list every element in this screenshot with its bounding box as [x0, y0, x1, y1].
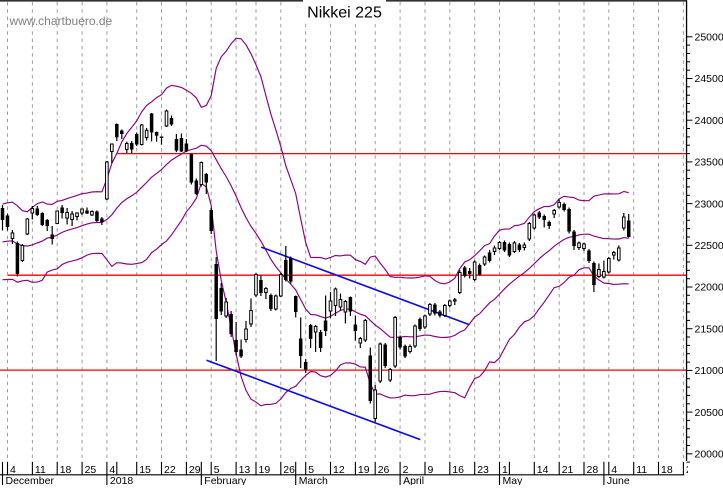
svg-text:18: 18: [60, 464, 72, 476]
svg-text:December: December: [6, 475, 55, 485]
svg-text:25000: 25000: [695, 32, 723, 44]
svg-text:25: 25: [85, 464, 97, 476]
svg-text:21: 21: [562, 464, 574, 476]
svg-text:23: 23: [477, 464, 489, 476]
svg-text:23500: 23500: [695, 157, 723, 169]
svg-text:9: 9: [428, 464, 434, 476]
svg-text:21500: 21500: [695, 323, 723, 335]
svg-text:13: 13: [239, 464, 251, 476]
svg-text:14: 14: [537, 464, 549, 476]
svg-text:22: 22: [164, 464, 176, 476]
svg-text:22000: 22000: [695, 282, 723, 294]
svg-text:www.chartbuero.de: www.chartbuero.de: [9, 14, 113, 28]
svg-text:26: 26: [283, 464, 295, 476]
svg-text:11: 11: [35, 464, 46, 476]
svg-text:29: 29: [189, 464, 201, 476]
svg-text:19: 19: [259, 464, 271, 476]
svg-text:5: 5: [214, 464, 220, 476]
svg-text:February: February: [204, 475, 247, 485]
svg-text:24500: 24500: [695, 73, 723, 85]
svg-text:2018: 2018: [110, 475, 134, 485]
svg-text:16: 16: [452, 464, 464, 476]
svg-text:22500: 22500: [695, 240, 723, 252]
svg-text:May: May: [503, 475, 524, 485]
svg-text:20500: 20500: [695, 407, 723, 419]
svg-text:2: 2: [403, 464, 409, 476]
svg-text:March: March: [299, 475, 328, 485]
svg-text:24000: 24000: [695, 115, 723, 127]
svg-text:28: 28: [587, 464, 599, 476]
svg-text:21000: 21000: [695, 365, 723, 377]
svg-text:4: 4: [611, 464, 617, 476]
svg-text:18: 18: [661, 464, 673, 476]
svg-text:4: 4: [109, 464, 115, 476]
svg-text:20000: 20000: [695, 449, 723, 461]
svg-text:11: 11: [636, 464, 647, 476]
svg-text:June: June: [607, 475, 630, 485]
svg-text:19: 19: [358, 464, 370, 476]
svg-text:1: 1: [502, 464, 508, 476]
svg-text:4: 4: [10, 464, 16, 476]
svg-text:23000: 23000: [695, 198, 723, 210]
svg-text:5: 5: [308, 464, 314, 476]
svg-text:26: 26: [378, 464, 390, 476]
svg-text:15: 15: [139, 464, 151, 476]
svg-text:12: 12: [333, 464, 345, 476]
svg-text:April: April: [403, 475, 424, 485]
svg-text:Nikkei 225: Nikkei 225: [307, 5, 382, 22]
